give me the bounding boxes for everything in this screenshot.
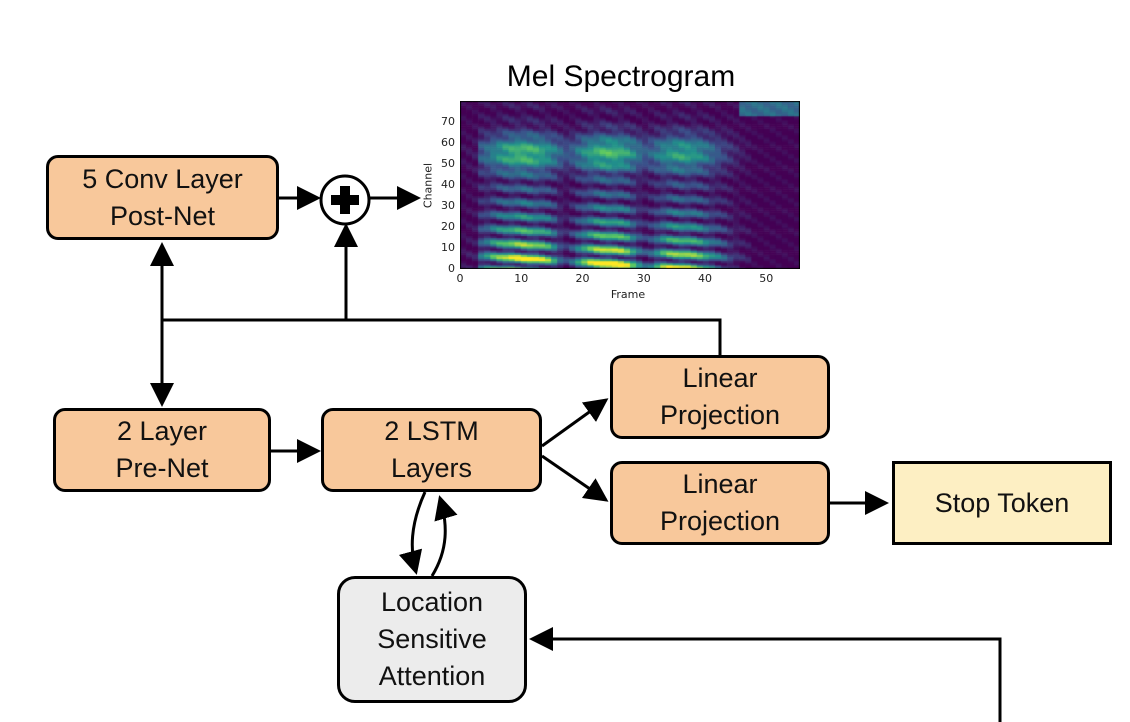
prenet-line-1: 2 Layer <box>116 416 208 446</box>
line-projection-to-bus <box>162 318 722 355</box>
arrow-feedback-to-attention <box>529 627 1002 722</box>
attention-box: Location Sensitive Attention <box>337 576 527 703</box>
arrow-attention-to-lstm <box>430 495 458 577</box>
adder-node: + <box>319 174 371 226</box>
spectrogram-ytick: 30 <box>441 199 455 212</box>
spectrogram-xlabel: Frame <box>610 288 646 301</box>
linear-top-line-1: Linear <box>682 363 758 393</box>
linear-projection-top-box: Linear Projection <box>610 355 830 439</box>
linear-top-line-2: Projection <box>659 400 781 430</box>
attention-line-2: Sensitive <box>377 624 487 654</box>
attention-line-3: Attention <box>378 661 486 691</box>
spectrogram-xtick: 10 <box>514 272 529 285</box>
arrow-lstm-to-linear-bottom <box>541 454 609 502</box>
spectrogram-xtick: 20 <box>575 272 590 285</box>
spectrogram-ytick: 10 <box>441 241 455 254</box>
stop-token-box: Stop Token <box>892 461 1112 545</box>
spectrogram-ytick: 50 <box>441 157 455 170</box>
postnet-line-1: 5 Conv Layer <box>82 163 243 194</box>
arrow-lstm-to-linear-top <box>541 398 609 448</box>
spectrogram-ytick: 60 <box>441 136 455 149</box>
attention-line-1: Location <box>380 587 484 617</box>
linear-projection-bottom-box: Linear Projection <box>610 461 830 545</box>
lstm-line-2: Layers <box>390 453 473 483</box>
spectrogram-image <box>460 101 800 269</box>
plus-icon-v <box>340 186 350 214</box>
prenet-line-2: Pre-Net <box>115 453 209 483</box>
lstm-line-1: 2 LSTM <box>384 416 479 446</box>
lstm-box: 2 LSTM Layers <box>321 408 542 492</box>
spectrogram-plot: Channel Frame 0 10 20 30 40 50 60 70 0 10 20 30 40 5… <box>410 96 810 306</box>
spectrogram-ytick: 40 <box>441 178 455 191</box>
spectrogram-xtick: 30 <box>636 272 651 285</box>
arrow-lstm-to-attention <box>398 491 427 575</box>
spectrogram-xtick: 50 <box>759 272 774 285</box>
spectrogram-ytick: 20 <box>441 220 455 233</box>
spectrogram-ytick: 0 <box>448 262 455 275</box>
spectrogram-xtick: 0 <box>456 272 464 285</box>
linear-bottom-line-1: Linear <box>682 469 758 499</box>
spectrogram-title: Mel Spectrogram <box>506 60 736 93</box>
postnet-line-2: Post-Net <box>109 200 216 231</box>
spectrogram-ytick: 70 <box>441 115 455 128</box>
linear-bottom-line-2: Projection <box>659 506 781 536</box>
spectrogram-xtick: 40 <box>698 272 713 285</box>
stop-token-label: Stop Token <box>934 487 1070 518</box>
prenet-box: 2 Layer Pre-Net <box>53 408 271 492</box>
postnet-box: 5 Conv Layer Post-Net <box>46 155 279 240</box>
